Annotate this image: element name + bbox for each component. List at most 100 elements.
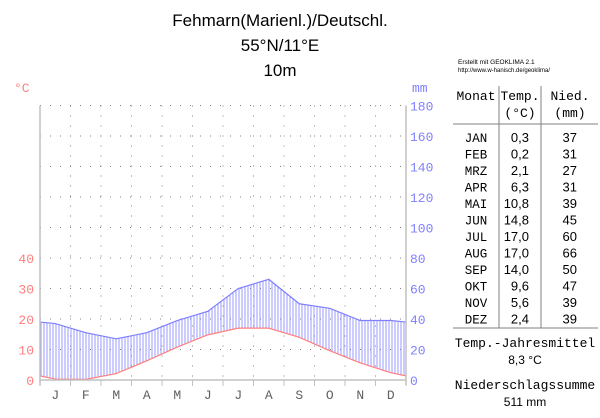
precipitation-point <box>176 319 178 322</box>
table-prec: 60 <box>563 229 577 244</box>
table-month: OKT <box>465 281 488 295</box>
precipitation-point <box>359 319 361 322</box>
temperature-point <box>207 334 209 336</box>
month-label: F <box>82 388 90 403</box>
right-tick-label: 140 <box>410 161 433 176</box>
table-prec: 45 <box>563 213 577 228</box>
table-month: MAI <box>465 198 488 212</box>
month-label: S <box>295 388 303 403</box>
precipitation-point <box>115 338 117 340</box>
month-label: O <box>326 388 334 403</box>
left-tick-label: 40 <box>18 252 34 267</box>
month-label: M <box>112 388 120 403</box>
table-prec: 37 <box>563 130 577 145</box>
table-month: AUG <box>465 248 488 262</box>
month-label: J <box>51 388 59 403</box>
left-tick-label: 0 <box>26 374 34 389</box>
precipitation-point <box>54 322 56 325</box>
precipitation-point <box>329 307 331 309</box>
table-prec: 39 <box>563 295 577 310</box>
annual-temp-value: 8,3 °C <box>508 353 542 367</box>
precipitation-point <box>390 319 392 322</box>
table-temp: 0,2 <box>511 147 529 162</box>
right-tick-label: 60 <box>410 283 426 298</box>
credit-line: Erstellt mit GEOKLIMA 2.1 <box>458 59 535 66</box>
left-axis-label: °C <box>14 81 30 96</box>
column-header-temp-unit: (°C) <box>504 106 535 121</box>
temperature-point <box>298 336 300 338</box>
table-temp: 9,6 <box>511 279 529 294</box>
temperature-point <box>146 360 148 362</box>
left-tick-label: 10 <box>18 344 34 359</box>
chart-title: Fehmarn(Marienl.)/Deutschl. <box>172 11 387 30</box>
table-temp: 10,8 <box>504 196 529 211</box>
precipitation-point <box>237 287 239 290</box>
table-temp: 17,0 <box>504 246 529 261</box>
table-month: MRZ <box>465 165 488 179</box>
column-header-prec-unit: (mm) <box>554 106 585 121</box>
month-label: J <box>204 388 212 403</box>
table-month: JUN <box>465 215 488 229</box>
series-lines <box>39 278 407 380</box>
precipitation-point <box>207 310 209 312</box>
precipitation-point <box>268 278 270 280</box>
table-temp: 6,3 <box>511 180 529 195</box>
month-label: N <box>356 388 364 403</box>
precipitation-point <box>146 332 148 334</box>
right-tick-label: 180 <box>410 100 433 115</box>
temperature-point <box>359 362 361 364</box>
table-prec: 27 <box>563 163 577 178</box>
month-label: A <box>265 388 273 403</box>
table-prec: 66 <box>563 246 577 261</box>
left-tick-label: 30 <box>18 283 34 298</box>
table-prec: 47 <box>563 279 577 294</box>
month-label: D <box>387 388 395 403</box>
chart-coordinates: 55°N/11°E <box>241 36 320 55</box>
table-month: JAN <box>465 132 488 146</box>
right-tick-label: 120 <box>410 191 433 206</box>
table-prec: 31 <box>563 180 577 195</box>
table-prec: 39 <box>563 196 577 211</box>
table-prec: 50 <box>563 262 577 277</box>
month-label: M <box>173 388 181 403</box>
table-month: FEB <box>465 149 488 163</box>
table-temp: 0,3 <box>511 130 529 145</box>
temperature-point <box>237 327 239 329</box>
annual-temp-label: Temp.-Jahresmittel <box>455 336 596 351</box>
table-temp: 14,8 <box>504 213 529 228</box>
right-tick-label: 100 <box>410 222 433 237</box>
precipitation-point <box>85 332 87 334</box>
month-label: J <box>234 388 242 403</box>
table-prec: 39 <box>563 312 577 327</box>
temperature-point <box>268 327 270 329</box>
temperature-point <box>115 372 117 375</box>
column-header-temp: Temp. <box>500 89 539 104</box>
table-month: APR <box>465 182 488 196</box>
precipitation-hatching <box>40 279 405 380</box>
credit-url: http://www.w-hanisch.de/geoklima/ <box>458 68 550 74</box>
right-tick-label: 20 <box>410 344 426 359</box>
table-temp: 2,1 <box>511 163 529 178</box>
table-month: SEP <box>465 264 488 278</box>
precipitation-point <box>298 303 300 305</box>
temperature-point <box>176 346 178 348</box>
table-month: JUL <box>465 231 488 245</box>
table-temp: 5,6 <box>511 295 529 310</box>
chart-elevation: 10m <box>263 61 296 80</box>
right-tick-label: 160 <box>410 130 433 145</box>
right-tick-label: 80 <box>410 252 426 267</box>
table-temp: 2,4 <box>511 312 529 327</box>
table-month: NOV <box>465 297 488 311</box>
right-tick-label: 0 <box>410 374 418 389</box>
temperature-point <box>329 350 331 352</box>
table-temp: 17,0 <box>504 229 529 244</box>
right-tick-label: 40 <box>410 313 426 328</box>
temperature-point <box>390 372 392 374</box>
column-header-month: Monat <box>456 89 495 104</box>
right-axis-label: mm <box>412 81 428 96</box>
table-month: DEZ <box>465 314 488 328</box>
column-header-prec: Nied. <box>550 89 589 104</box>
left-tick-label: 20 <box>18 313 34 328</box>
